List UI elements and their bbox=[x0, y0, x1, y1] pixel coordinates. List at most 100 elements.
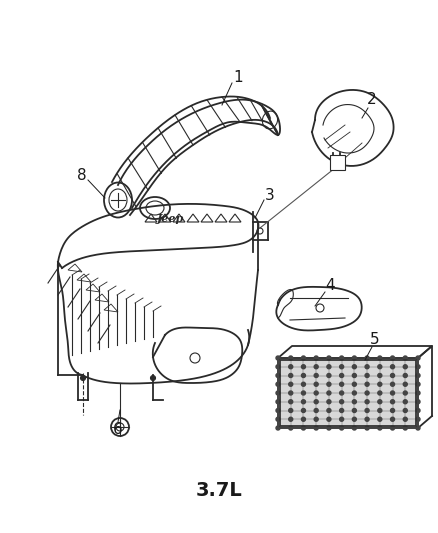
Circle shape bbox=[276, 400, 280, 404]
Circle shape bbox=[378, 408, 382, 413]
Circle shape bbox=[339, 391, 344, 395]
Circle shape bbox=[416, 356, 420, 360]
Circle shape bbox=[314, 382, 318, 386]
Circle shape bbox=[365, 426, 369, 430]
Circle shape bbox=[403, 382, 407, 386]
Circle shape bbox=[289, 382, 293, 386]
Text: 1: 1 bbox=[233, 70, 243, 85]
Circle shape bbox=[416, 391, 420, 395]
Circle shape bbox=[378, 356, 382, 360]
Text: 4: 4 bbox=[325, 278, 335, 293]
Circle shape bbox=[289, 365, 293, 369]
Circle shape bbox=[276, 408, 280, 413]
Circle shape bbox=[391, 426, 395, 430]
Circle shape bbox=[403, 356, 407, 360]
Circle shape bbox=[301, 374, 305, 377]
Circle shape bbox=[327, 417, 331, 421]
Circle shape bbox=[403, 374, 407, 377]
Circle shape bbox=[301, 400, 305, 404]
Circle shape bbox=[352, 391, 357, 395]
Circle shape bbox=[352, 365, 357, 369]
Circle shape bbox=[416, 400, 420, 404]
Text: 3.7L: 3.7L bbox=[196, 481, 242, 499]
Circle shape bbox=[276, 426, 280, 430]
Circle shape bbox=[352, 374, 357, 377]
Circle shape bbox=[81, 376, 85, 381]
Circle shape bbox=[378, 417, 382, 421]
Circle shape bbox=[276, 391, 280, 395]
Circle shape bbox=[365, 417, 369, 421]
Circle shape bbox=[314, 365, 318, 369]
Circle shape bbox=[416, 408, 420, 413]
Circle shape bbox=[352, 356, 357, 360]
Circle shape bbox=[416, 374, 420, 377]
Circle shape bbox=[289, 400, 293, 404]
Circle shape bbox=[391, 356, 395, 360]
Circle shape bbox=[301, 356, 305, 360]
Circle shape bbox=[365, 391, 369, 395]
Text: 8: 8 bbox=[77, 167, 87, 182]
Circle shape bbox=[276, 365, 280, 369]
Circle shape bbox=[301, 417, 305, 421]
Circle shape bbox=[391, 391, 395, 395]
Text: Jeep: Jeep bbox=[156, 213, 184, 223]
Circle shape bbox=[276, 382, 280, 386]
Circle shape bbox=[378, 391, 382, 395]
Circle shape bbox=[391, 408, 395, 413]
Text: 5: 5 bbox=[370, 333, 380, 348]
Circle shape bbox=[339, 408, 344, 413]
Bar bbox=[278, 358, 418, 428]
Circle shape bbox=[365, 400, 369, 404]
Circle shape bbox=[314, 417, 318, 421]
Circle shape bbox=[378, 374, 382, 377]
Circle shape bbox=[289, 417, 293, 421]
Circle shape bbox=[365, 382, 369, 386]
Circle shape bbox=[301, 391, 305, 395]
Circle shape bbox=[327, 426, 331, 430]
Circle shape bbox=[339, 382, 344, 386]
Circle shape bbox=[339, 365, 344, 369]
Circle shape bbox=[391, 382, 395, 386]
Circle shape bbox=[301, 426, 305, 430]
Text: 6: 6 bbox=[113, 423, 123, 438]
Circle shape bbox=[314, 408, 318, 413]
Circle shape bbox=[365, 374, 369, 377]
Circle shape bbox=[314, 391, 318, 395]
Circle shape bbox=[276, 356, 280, 360]
Bar bbox=[330, 155, 345, 170]
Circle shape bbox=[276, 417, 280, 421]
Circle shape bbox=[416, 426, 420, 430]
Circle shape bbox=[416, 382, 420, 386]
Circle shape bbox=[289, 374, 293, 377]
Circle shape bbox=[314, 426, 318, 430]
Circle shape bbox=[403, 408, 407, 413]
Circle shape bbox=[314, 374, 318, 377]
Circle shape bbox=[391, 400, 395, 404]
Circle shape bbox=[365, 408, 369, 413]
Circle shape bbox=[314, 356, 318, 360]
Circle shape bbox=[289, 391, 293, 395]
Circle shape bbox=[339, 356, 344, 360]
Circle shape bbox=[391, 365, 395, 369]
Circle shape bbox=[352, 382, 357, 386]
Circle shape bbox=[289, 426, 293, 430]
Circle shape bbox=[339, 374, 344, 377]
Bar bbox=[280, 360, 416, 426]
Circle shape bbox=[352, 417, 357, 421]
Circle shape bbox=[352, 400, 357, 404]
Circle shape bbox=[151, 376, 155, 381]
Circle shape bbox=[416, 365, 420, 369]
Circle shape bbox=[352, 426, 357, 430]
Circle shape bbox=[301, 408, 305, 413]
Circle shape bbox=[289, 356, 293, 360]
Circle shape bbox=[327, 374, 331, 377]
Circle shape bbox=[403, 365, 407, 369]
Circle shape bbox=[378, 365, 382, 369]
Circle shape bbox=[314, 400, 318, 404]
Circle shape bbox=[403, 426, 407, 430]
Circle shape bbox=[327, 365, 331, 369]
Circle shape bbox=[416, 417, 420, 421]
Circle shape bbox=[365, 356, 369, 360]
Circle shape bbox=[301, 365, 305, 369]
Circle shape bbox=[378, 400, 382, 404]
